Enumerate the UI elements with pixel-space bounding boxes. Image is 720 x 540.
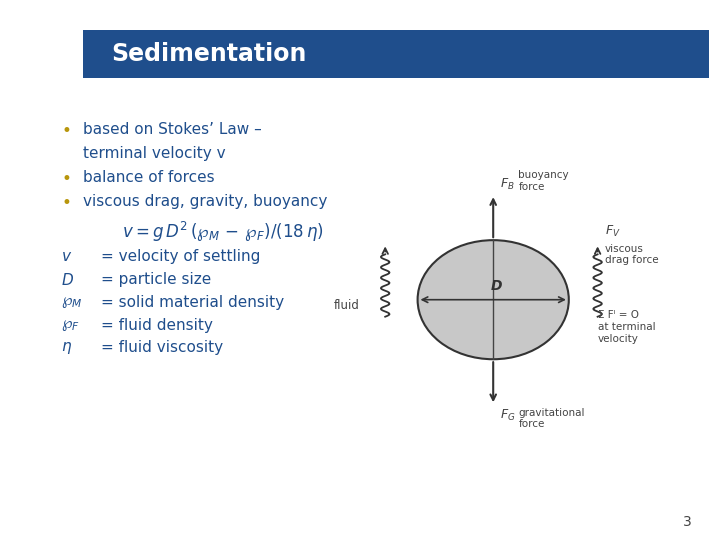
Text: $F_V$: $F_V$ (605, 224, 621, 239)
Text: 3: 3 (683, 515, 691, 529)
Text: •: • (61, 170, 71, 188)
Text: $F_B$: $F_B$ (500, 177, 515, 192)
Text: = fluid viscosity: = fluid viscosity (101, 340, 223, 355)
Text: based on Stokes’ Law –: based on Stokes’ Law – (83, 122, 261, 137)
Text: = velocity of settling: = velocity of settling (101, 249, 260, 265)
Text: = solid material density: = solid material density (101, 295, 284, 310)
Text: = particle size: = particle size (101, 272, 211, 287)
Text: $D$: $D$ (61, 272, 74, 288)
Text: $v = g\,D^2\,(\wp_M\,-\,\wp_F)/(18\,\eta)$: $v = g\,D^2\,(\wp_M\,-\,\wp_F)/(18\,\eta… (122, 220, 324, 245)
Text: •: • (61, 194, 71, 212)
Text: D: D (491, 279, 503, 293)
Text: gravitational
force: gravitational force (518, 408, 585, 429)
Text: Σ Fᴵ = O
at terminal
velocity: Σ Fᴵ = O at terminal velocity (598, 310, 655, 343)
Text: $F_G$: $F_G$ (500, 408, 516, 423)
Text: viscous
drag force: viscous drag force (605, 244, 658, 265)
Text: terminal velocity v: terminal velocity v (83, 146, 225, 161)
Text: $\wp_M$: $\wp_M$ (61, 295, 83, 310)
Text: •: • (61, 122, 71, 139)
Text: Sedimentation: Sedimentation (112, 42, 307, 66)
Text: fluid: fluid (334, 299, 360, 312)
FancyBboxPatch shape (83, 30, 709, 78)
Text: viscous drag, gravity, buoyancy: viscous drag, gravity, buoyancy (83, 194, 327, 210)
Text: $v$: $v$ (61, 249, 73, 265)
Text: buoyancy
force: buoyancy force (518, 170, 569, 192)
Text: $\wp_F$: $\wp_F$ (61, 318, 80, 333)
Text: balance of forces: balance of forces (83, 170, 215, 185)
Text: $\eta$: $\eta$ (61, 340, 72, 356)
Text: = fluid density: = fluid density (101, 318, 212, 333)
Ellipse shape (418, 240, 569, 359)
